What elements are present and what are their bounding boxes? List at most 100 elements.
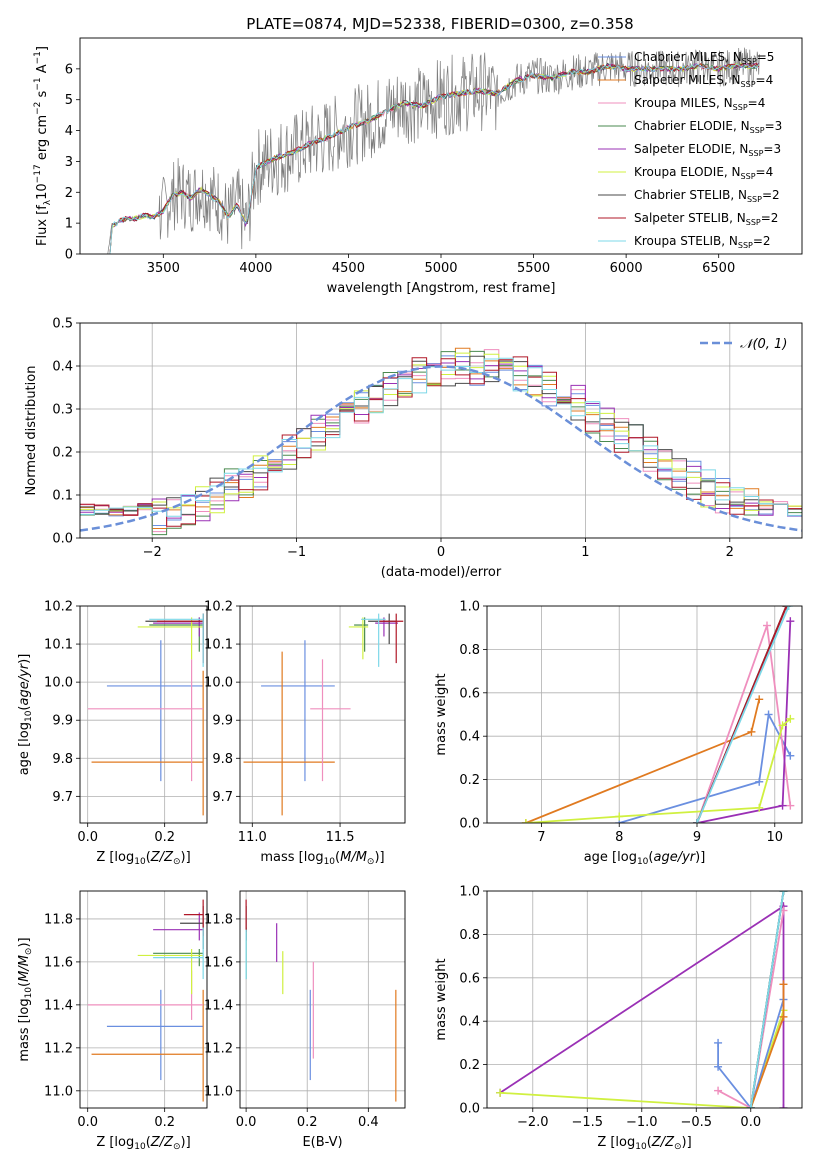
series-line <box>717 910 785 1108</box>
plot-area <box>487 606 802 823</box>
y-tick-label: 0.4 <box>459 1015 480 1030</box>
y-tick-label: 0.2 <box>52 446 73 461</box>
y-tick-label: 0.0 <box>459 1102 480 1117</box>
model-spectrum <box>107 63 760 254</box>
x-tick-label: −1 <box>287 545 306 560</box>
y-tick-label: 5 <box>65 93 73 108</box>
y-axis-label: mass weight <box>434 673 449 755</box>
y-tick-label: 10.0 <box>204 676 233 691</box>
x-axis-label: wavelength [Angstrom, rest frame] <box>327 281 556 296</box>
y-tick-label: 1.0 <box>459 600 480 615</box>
x-tick-label: 1 <box>581 545 589 560</box>
series-line <box>717 999 785 1108</box>
x-tick-label: −2 <box>143 545 162 560</box>
y-tick-label: 11.6 <box>44 955 73 970</box>
axes-frame <box>239 605 406 824</box>
y-tick-label: 9.7 <box>212 790 233 805</box>
y-tick-label: 11.2 <box>204 1041 233 1056</box>
x-axis-label: mass [log10(M/M⊙)] <box>260 850 384 867</box>
figure-title: PLATE=0874, MJD=52338, FIBERID=0300, z=0… <box>246 15 633 33</box>
x-tick-label: 3500 <box>147 261 180 276</box>
axes-frame <box>486 890 803 1109</box>
x-axis-label: Z [log10(Z/Z⊙)] <box>597 1135 691 1152</box>
x-tick-label: −1.5 <box>571 1115 603 1130</box>
y-tick-label: 1 <box>65 217 73 232</box>
y-tick-label: 0.4 <box>52 360 73 375</box>
legend-entry: 𝒩(0, 1) <box>740 337 787 352</box>
legend-entry: Chabrier STELIB, NSSP=2 <box>634 188 780 204</box>
x-tick-label: 6500 <box>702 261 735 276</box>
y-tick-label: 0.3 <box>52 403 73 418</box>
panel-mass-vs-Z: 0.0 0.2 11.0 11.2 11.4 11.6 11.8 Z [log10(Z/Z⊙)… <box>17 890 208 1152</box>
legend-entry: Kroupa ELODIE, NSSP=4 <box>634 165 773 181</box>
y-tick-label: 9.9 <box>52 714 73 729</box>
y-tick-label: 2 <box>65 186 73 201</box>
x-tick-label: 9 <box>693 830 701 845</box>
series-line <box>500 1010 785 1108</box>
x-tick-label: 0.2 <box>297 1115 318 1130</box>
x-axis-label: age [log10(age/yr)] <box>584 850 706 867</box>
panel-residual-distribution: −2 −1 0 1 2 0.0 0.1 0.2 0.3 0.4 0.5 (data-model)/er… <box>24 317 803 580</box>
axes-frame <box>486 605 803 824</box>
y-tick-label: 9.8 <box>212 752 233 767</box>
legend-entry: Salpeter STELIB, NSSP=2 <box>634 211 778 227</box>
model-spectrum <box>107 62 760 254</box>
y-tick-label: 10.0 <box>44 676 73 691</box>
y-tick-label: 11.6 <box>204 955 233 970</box>
plot-area <box>487 891 802 1108</box>
x-tick-label: −0.5 <box>680 1115 712 1130</box>
panel-mass-weight-vs-Z: −2.0 −1.5 −1.0 −0.5 0.0 0.0 0.2 0.4 0.6 0.8 1.0 Z [… <box>434 885 803 1152</box>
model-spectrum <box>107 63 760 254</box>
x-tick-label: 0 <box>437 545 445 560</box>
y-tick-label: 0.0 <box>52 532 73 547</box>
series-line <box>525 699 761 823</box>
series-line <box>696 625 792 823</box>
series-line <box>749 891 785 1108</box>
model-spectrum <box>107 62 759 254</box>
model-spectrum <box>107 62 759 254</box>
model-spectrum <box>107 62 760 254</box>
series-line <box>696 621 792 823</box>
y-tick-label: 0.2 <box>459 773 480 788</box>
y-tick-label: 9.7 <box>52 790 73 805</box>
x-axis-label: Z [log10(Z/Z⊙)] <box>96 1135 190 1152</box>
x-axis-label: E(B-V) <box>302 1135 342 1150</box>
legend-entry: Chabrier MILES, NSSP=5 <box>634 50 774 66</box>
y-tick-label: 0.4 <box>459 730 480 745</box>
plot-area <box>80 606 207 823</box>
plot-area <box>80 891 207 1108</box>
y-tick-label: 0.8 <box>459 928 480 943</box>
model-spectrum <box>107 62 760 254</box>
y-tick-label: 11.2 <box>44 1041 73 1056</box>
y-tick-label: 0.5 <box>52 317 73 332</box>
series-line <box>696 606 790 823</box>
x-tick-label: 0.4 <box>358 1115 379 1130</box>
panel-mass-vs-EBV: 0.0 0.2 0.4 11.0 11.2 11.4 11.6 11.8 E(B-V) <box>204 890 406 1150</box>
panel-age-vs-mass: 11.0 11.5 9.7 9.8 9.9 10.0 10.1 10.2 mass [log10… <box>204 600 406 867</box>
y-axis-label: Normed distribution <box>24 366 39 496</box>
legend-entry: Kroupa MILES, NSSP=4 <box>634 96 765 112</box>
x-tick-label: 11.5 <box>326 830 355 845</box>
plot-area <box>80 323 802 538</box>
histogram-step <box>80 356 802 527</box>
axes-frame <box>79 322 803 539</box>
model-spectrum <box>107 62 759 254</box>
x-tick-label: 4500 <box>332 261 365 276</box>
x-axis-label: (data-model)/error <box>381 565 502 580</box>
y-tick-label: 9.9 <box>212 714 233 729</box>
y-tick-label: 10.1 <box>204 638 233 653</box>
y-tick-label: 1.0 <box>459 885 480 900</box>
normal-curve <box>80 365 802 532</box>
panel-age-vs-Z: 0.0 0.2 9.7 9.8 9.9 10.0 10.1 10.2 Z [log10(Z/Z⊙… <box>17 600 208 867</box>
y-tick-label: 0.6 <box>459 686 480 701</box>
x-axis-label: Z [log10(Z/Z⊙)] <box>96 850 190 867</box>
y-tick-label: 11.4 <box>204 998 233 1013</box>
model-spectrum <box>107 62 759 254</box>
axes-frame <box>239 890 406 1109</box>
x-tick-label: 6000 <box>610 261 643 276</box>
y-tick-label: 6 <box>65 62 73 77</box>
x-tick-label: 0.0 <box>77 830 98 845</box>
x-tick-label: 0.0 <box>77 1115 98 1130</box>
x-tick-label: −1.0 <box>626 1115 658 1130</box>
